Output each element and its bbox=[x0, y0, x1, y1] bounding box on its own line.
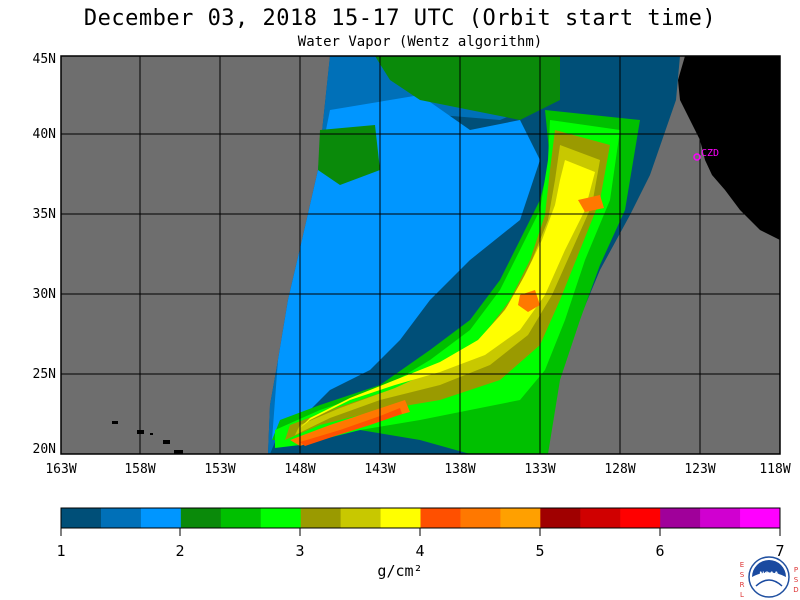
station-label: CZD bbox=[701, 148, 719, 159]
swath-orange-4 bbox=[578, 195, 604, 212]
lon-label-163w: 163W bbox=[45, 462, 77, 477]
colorbar-unit: g/cm² bbox=[377, 562, 423, 580]
graticule bbox=[61, 56, 780, 454]
map-subtitle: Water Vapor (Wentz algorithm) bbox=[297, 34, 543, 50]
colorbar-swatch bbox=[140, 508, 182, 528]
colorbar-swatch bbox=[500, 508, 541, 528]
lat-label-30n: 30N bbox=[32, 287, 56, 302]
lon-label-118w: 118W bbox=[759, 462, 791, 477]
lon-label-128w: 128W bbox=[604, 462, 636, 477]
colorbar-swatch bbox=[61, 508, 102, 528]
lon-label-153w: 153W bbox=[204, 462, 236, 477]
colorbar-swatch bbox=[300, 508, 342, 528]
lon-label-148w: 148W bbox=[284, 462, 316, 477]
noaa-logo-text: NOAA bbox=[759, 571, 779, 578]
colorbar-swatch bbox=[540, 508, 581, 528]
lon-label-123w: 123W bbox=[684, 462, 716, 477]
colorbar-swatch bbox=[100, 508, 142, 528]
lat-label-45n: 45N bbox=[32, 52, 56, 67]
colorbar-swatch bbox=[340, 508, 382, 528]
colorbar-swatch bbox=[220, 508, 262, 528]
colorbar-label-6: 6 bbox=[655, 542, 665, 560]
colorbar-swatch bbox=[180, 508, 222, 528]
colorbar-label-7: 7 bbox=[775, 542, 785, 560]
colorbar-swatch bbox=[580, 508, 621, 528]
colorbar bbox=[60, 507, 781, 529]
lon-label-143w: 143W bbox=[364, 462, 396, 477]
swath-orange-3 bbox=[518, 290, 540, 312]
colorbar-swatch bbox=[420, 508, 461, 528]
colorbar-swatch bbox=[460, 508, 501, 528]
land-california bbox=[678, 56, 780, 240]
station-marker bbox=[693, 153, 701, 161]
lon-label-158w: 158W bbox=[124, 462, 156, 477]
swath-green-dark-2 bbox=[375, 56, 560, 120]
colorbar-swatch bbox=[700, 508, 741, 528]
lon-label-138w: 138W bbox=[444, 462, 476, 477]
colorbar-label-5: 5 bbox=[535, 542, 545, 560]
swath-orange-2 bbox=[300, 408, 402, 446]
colorbar-label-1: 1 bbox=[56, 542, 66, 560]
noaa-logo: NOAA bbox=[748, 556, 790, 598]
colorbar-label-4: 4 bbox=[415, 542, 425, 560]
swath-green-dark-1 bbox=[318, 125, 380, 185]
colorbar-label-2: 2 bbox=[175, 542, 185, 560]
lat-label-25n: 25N bbox=[32, 367, 56, 382]
colorbar-swatch bbox=[620, 508, 661, 528]
lon-label-133w: 133W bbox=[524, 462, 556, 477]
swath-green-bright bbox=[275, 120, 620, 448]
map-title: December 03, 2018 15-17 UTC (Orbit start… bbox=[83, 6, 717, 31]
lat-label-40n: 40N bbox=[32, 127, 56, 142]
lat-label-35n: 35N bbox=[32, 207, 56, 222]
colorbar-swatch bbox=[740, 508, 781, 528]
colorbar-swatch bbox=[380, 508, 421, 528]
colorbar-swatch bbox=[660, 508, 701, 528]
satellite-swath bbox=[268, 56, 680, 454]
colorbar-swatch bbox=[260, 508, 302, 528]
colorbar-label-3: 3 bbox=[295, 542, 305, 560]
map-frame bbox=[60, 55, 781, 455]
colorbar-ticks bbox=[60, 528, 781, 536]
lat-label-20n: 20N bbox=[32, 442, 56, 457]
